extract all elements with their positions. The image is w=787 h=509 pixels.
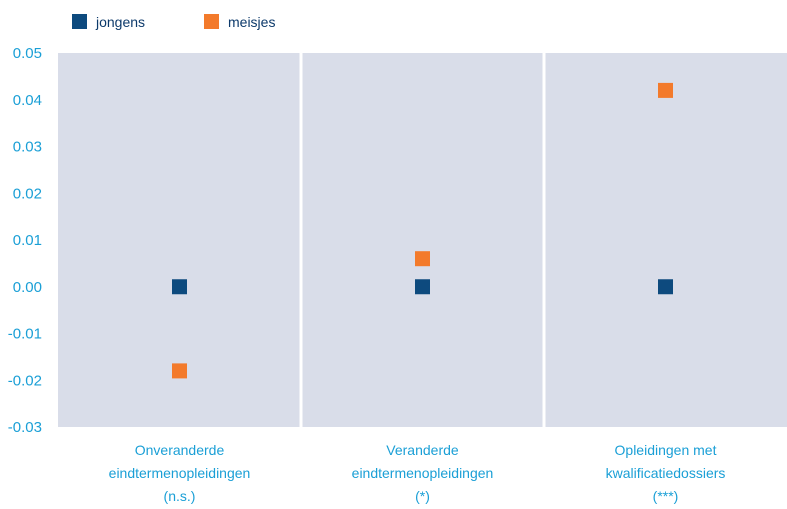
- legend-swatch: [204, 14, 219, 29]
- category-label: Onveranderde eindtermenopleidingen (n.s.): [109, 442, 251, 504]
- y-tick-label: -0.01: [8, 326, 42, 343]
- category-label: Veranderde eindtermenopleidingen (*): [352, 442, 494, 504]
- y-tick-label: 0.04: [13, 92, 42, 109]
- legend-item-jongens: jongens: [72, 14, 145, 30]
- y-tick-label: 0.03: [13, 139, 42, 156]
- category-label-line: kwalificatiedossiers: [606, 465, 726, 481]
- legend-label: meisjes: [228, 14, 275, 30]
- point-meisjes: [172, 363, 187, 379]
- panel-dividers: [299, 53, 546, 427]
- y-tick-label: 0.00: [13, 279, 42, 296]
- point-jongens: [658, 279, 673, 295]
- plot-area: [58, 53, 787, 427]
- category-label-line: (***): [653, 488, 679, 504]
- legend: jongens meisjes: [72, 14, 275, 30]
- category-label-line: (*): [415, 488, 430, 504]
- point-jongens: [415, 279, 430, 295]
- point-jongens: [172, 279, 187, 295]
- point-meisjes: [658, 82, 673, 98]
- category-label-line: eindtermenopleidingen: [352, 465, 494, 481]
- point-meisjes: [415, 251, 430, 267]
- legend-swatch: [72, 14, 87, 29]
- category-label-line: Onveranderde: [135, 442, 225, 458]
- data-points: [172, 82, 673, 379]
- y-tick-label: 0.02: [13, 185, 42, 202]
- y-axis-ticks: 0.05 0.04 0.03 0.02 0.01 0.00 -0.01 -0.02 -0.03: [8, 45, 42, 436]
- y-tick-label: -0.02: [8, 372, 42, 389]
- legend-label: jongens: [95, 14, 145, 30]
- y-tick-label: -0.03: [8, 419, 42, 436]
- y-tick-label: 0.01: [13, 232, 42, 249]
- x-axis-categories: Onveranderde eindtermenopleidingen (n.s.) V…: [109, 442, 726, 504]
- category-label-line: (n.s.): [164, 488, 196, 504]
- category-label-line: eindtermenopleidingen: [109, 465, 251, 481]
- category-label-line: Veranderde: [386, 442, 459, 458]
- category-label-line: Opleidingen met: [615, 442, 717, 458]
- category-label: Opleidingen met kwalificatiedossiers (***): [606, 442, 726, 504]
- legend-item-meisjes: meisjes: [204, 14, 275, 30]
- y-tick-label: 0.05: [13, 45, 42, 62]
